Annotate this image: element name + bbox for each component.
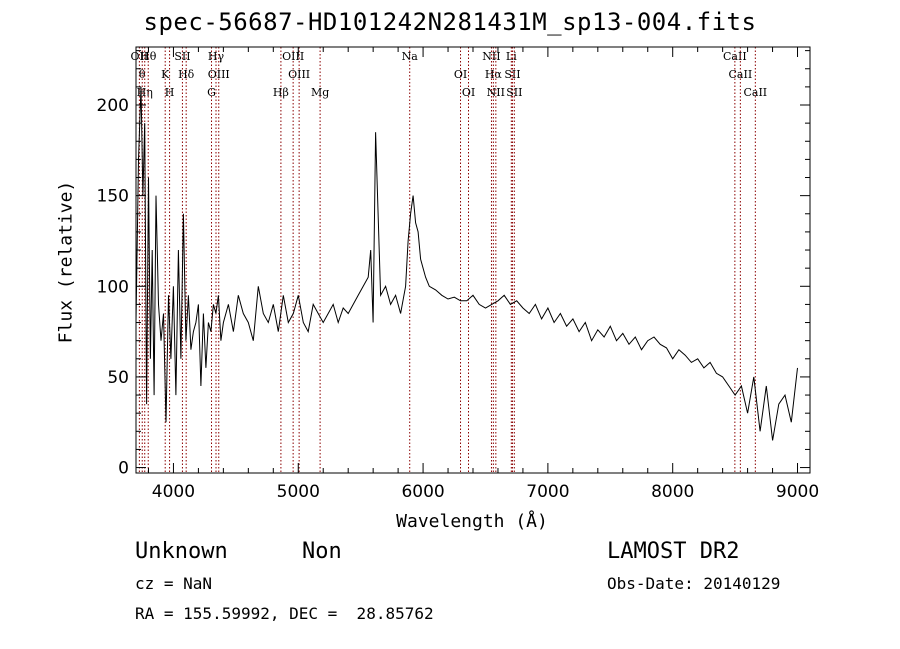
cz-value: cz = NaN (135, 574, 213, 593)
y-axis-label: Flux (relative) (55, 180, 77, 344)
line-marker-label: Mg (311, 86, 329, 99)
line-marker-label: Na (402, 50, 419, 63)
x-tick-label: 6000 (401, 482, 444, 502)
line-marker-label: CaII (729, 68, 753, 81)
line-marker-label: G (207, 86, 216, 99)
line-marker-label: SII (174, 50, 190, 63)
line-marker-label: Hθ (140, 50, 157, 63)
x-axis-label: Wavelength (Å) (396, 511, 548, 532)
line-marker-label: SII (506, 86, 522, 99)
line-marker-label: CaII (743, 86, 767, 99)
line-marker-label: OII (131, 50, 149, 63)
y-tick-label: 200 (97, 96, 129, 116)
y-tick-label: 150 (97, 187, 129, 207)
object-class: Unknown (135, 539, 228, 564)
obs-date: Obs-Date: 20140129 (607, 574, 781, 593)
line-marker-label: K (161, 68, 170, 81)
spectrum-line (135, 86, 798, 441)
line-marker-label: θ (139, 68, 146, 81)
object-subclass: Non (302, 539, 342, 564)
line-marker-label: OI (462, 86, 475, 99)
line-marker-label: OIII (288, 68, 310, 81)
x-tick-label: 9000 (776, 482, 819, 502)
line-marker-label: Hβ (273, 86, 289, 99)
y-tick-label: 50 (107, 368, 129, 388)
x-tick-label: 8000 (651, 482, 694, 502)
line-marker-label: CaII (723, 50, 747, 63)
line-marker-label: Li (506, 50, 517, 63)
x-tick-label: 4000 (152, 482, 195, 502)
line-marker-label: OI (454, 68, 467, 81)
x-tick-label: 7000 (526, 482, 569, 502)
line-marker-label: Hη (137, 86, 153, 99)
line-marker-label: H (165, 86, 175, 99)
survey-name: LAMOST DR2 (607, 539, 740, 564)
y-tick-label: 0 (118, 459, 129, 479)
y-tick-label: 100 (97, 277, 129, 297)
line-marker-label: Hδ (178, 68, 195, 81)
line-marker-label: NII (482, 50, 500, 63)
line-marker-label: OIII (208, 68, 230, 81)
chart-title: spec-56687-HD101242N281431M_sp13-004.fit… (143, 8, 757, 36)
line-marker-label: OIII (282, 50, 304, 63)
plot-frame (135, 46, 811, 474)
line-marker-label: NII (487, 86, 505, 99)
ra-dec: RA = 155.59992, DEC = 28.85762 (135, 604, 434, 623)
x-tick-label: 5000 (277, 482, 320, 502)
line-marker-label: SII (504, 68, 520, 81)
line-marker-label: Hα (485, 68, 503, 81)
line-marker-label: Hγ (208, 50, 225, 63)
